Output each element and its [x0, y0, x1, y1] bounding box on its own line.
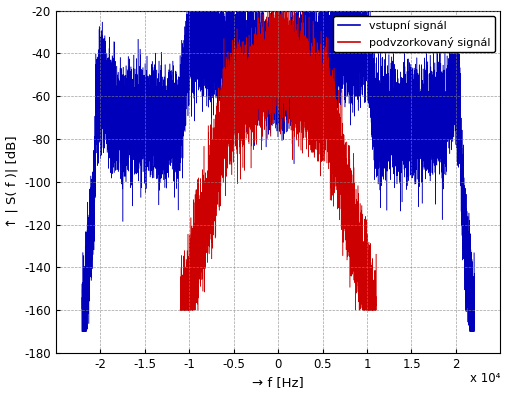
X-axis label: → f [Hz]: → f [Hz]: [251, 376, 304, 389]
Legend: vstupní signál, podvzorkovaný signál: vstupní signál, podvzorkovaný signál: [333, 16, 494, 52]
Y-axis label: ↑ | S( f )| [dB]: ↑ | S( f )| [dB]: [6, 135, 19, 228]
Text: x 10⁴: x 10⁴: [469, 372, 499, 385]
